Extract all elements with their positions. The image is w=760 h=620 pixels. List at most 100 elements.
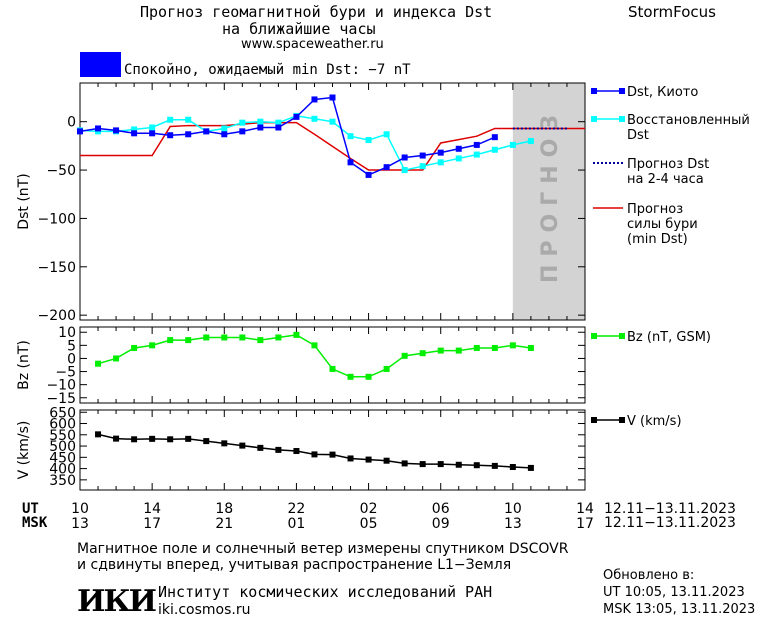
msk-tick-label: 01 [288,516,306,532]
ut-tick-label: 10 [504,501,522,517]
data-point-dst-0 [257,124,264,131]
data-point-bz-0 [113,355,120,362]
legend-label-dst-2: на 2-4 часа [627,172,704,187]
data-point-dst-0 [455,145,462,152]
series-line-dst-1 [79,115,532,171]
legend-marker [591,333,597,339]
data-point-v-0 [257,444,264,451]
msk-tick-label: 05 [360,516,378,532]
data-point-v-0 [131,436,138,443]
y-axis-label-v: V (km/s) [16,421,32,480]
legend-marker [591,88,597,94]
data-point-dst-0 [473,141,480,148]
footer-note-line1: Магнитное поле и солнечный ветер измерен… [77,541,569,557]
data-point-dst-0 [491,134,498,141]
institute-site[interactable]: iki.cosmos.ru [158,602,251,618]
legend-label-dst-3: (min Dst) [627,232,688,247]
institute-name: Институт космических исследований РАН [158,583,493,601]
legend-label-bz-0: Bz (nT, GSM) [627,330,711,345]
msk-tick-label: 17 [576,516,594,532]
data-point-dst-0 [113,127,120,134]
y-tick-label-bz: 0 [67,351,76,367]
msk-tick-label: 17 [143,516,161,532]
data-point-v-0 [95,431,102,438]
plot-frame-v [79,409,586,491]
updated-label: Обновлено в: [603,568,695,583]
data-point-v-0 [221,440,228,447]
data-point-bz-0 [95,360,102,367]
data-point-dst-0 [293,113,300,120]
data-point-bz-0 [203,334,210,341]
updated-msk: MSK 13:05, 13.11.2023 [603,602,756,617]
data-point-bz-0 [257,337,264,344]
legend-label-dst-3: Прогноз [627,202,683,217]
data-point-v-0 [275,446,282,453]
y-tick-label-v: 400 [49,462,76,478]
ut-axis-label: UT [22,501,39,517]
data-point-dst-1 [527,138,534,145]
data-point-dst-0 [347,159,354,166]
legend-marker [591,116,597,122]
data-point-bz-0 [401,352,408,359]
data-point-dst-1 [149,124,156,131]
msk-axis-label: MSK [22,515,48,531]
plot-frame-bz [79,326,586,404]
data-point-bz-0 [167,337,174,344]
data-point-dst-1 [473,151,480,158]
y-tick-label-bz: −10 [46,378,76,394]
data-point-dst-0 [167,132,174,139]
data-point-dst-1 [347,133,354,140]
data-point-dst-0 [149,130,156,137]
iki-logo[interactable]: ИКИ [77,584,157,619]
data-point-dst-1 [131,126,138,133]
data-point-v-0 [293,448,300,455]
data-point-dst-1 [257,118,264,125]
data-point-v-0 [419,461,426,468]
data-point-dst-1 [185,116,192,123]
legend-marker [619,116,625,122]
series-line-v-0 [97,433,531,469]
brand-label: StormFocus [628,3,716,21]
data-point-dst-1 [239,119,246,126]
data-point-dst-0 [419,152,426,159]
data-point-v-0 [149,435,156,442]
data-point-dst-0 [185,131,192,138]
series-line-bz-0 [97,334,532,378]
status-color-box [80,52,121,77]
data-point-dst-0 [203,128,210,135]
msk-tick-label: 13 [71,516,89,532]
y-tick-label-dst: −100 [38,211,76,227]
data-point-bz-0 [275,334,282,341]
legend-label-dst-1: Dst [627,128,649,143]
ut-tick-label: 14 [576,501,594,517]
data-point-v-0 [437,461,444,468]
data-point-v-0 [491,462,498,469]
legend-label-v-0: V (km/s) [627,414,682,429]
y-tick-label-bz: −15 [46,391,76,407]
data-point-bz-0 [419,350,426,357]
data-point-dst-1 [329,118,336,125]
legend-marker [619,88,625,94]
ut-tick-label: 22 [288,501,306,517]
data-point-v-0 [527,464,534,471]
source-url[interactable]: www.spaceweather.ru [241,37,384,52]
series-line-dst-3 [80,121,585,171]
msk-tick-label: 13 [504,516,522,532]
data-point-dst-1 [275,119,282,126]
data-point-bz-0 [293,331,300,338]
plot-frame-dst [79,82,586,321]
chart-title-line2: на ближайшие часы [222,20,376,38]
series-line-dst-0 [79,96,496,176]
data-point-dst-0 [239,128,246,135]
y-tick-label-v: 350 [49,473,76,489]
y-axis-label-dst: Dst (nT) [16,173,32,229]
legend-marker [591,417,597,423]
legend-label-dst-0: Dst, Киото [627,85,698,100]
y-tick-label-v: 550 [49,428,76,444]
y-tick-label-dst: −200 [38,308,76,324]
y-tick-label-dst: 0 [67,115,76,131]
y-tick-label-v: 650 [49,405,76,421]
data-point-v-0 [455,461,462,468]
legend-marker [619,417,625,423]
